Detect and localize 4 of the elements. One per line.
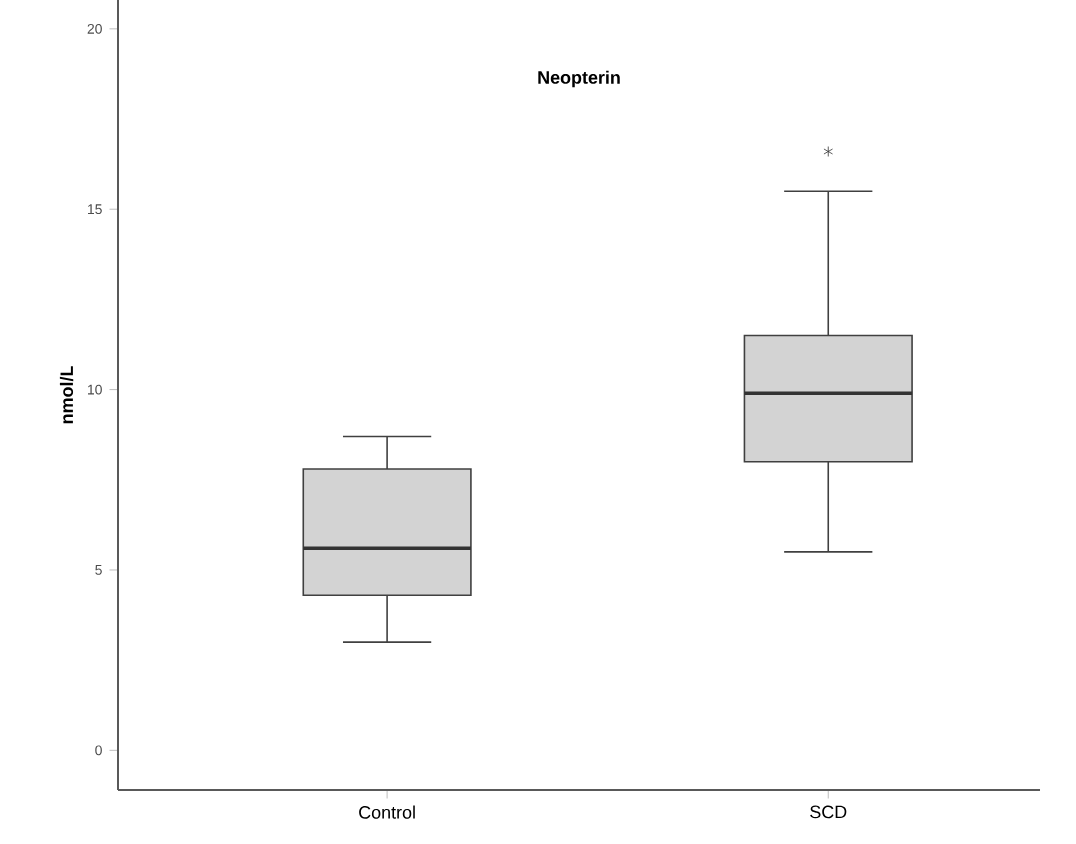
y-axis-title: nmol/L xyxy=(59,366,74,424)
x-tick-label: Control xyxy=(359,805,415,819)
text: Neopterin xyxy=(538,70,620,88)
x-tick-label: SCD xyxy=(810,805,847,819)
